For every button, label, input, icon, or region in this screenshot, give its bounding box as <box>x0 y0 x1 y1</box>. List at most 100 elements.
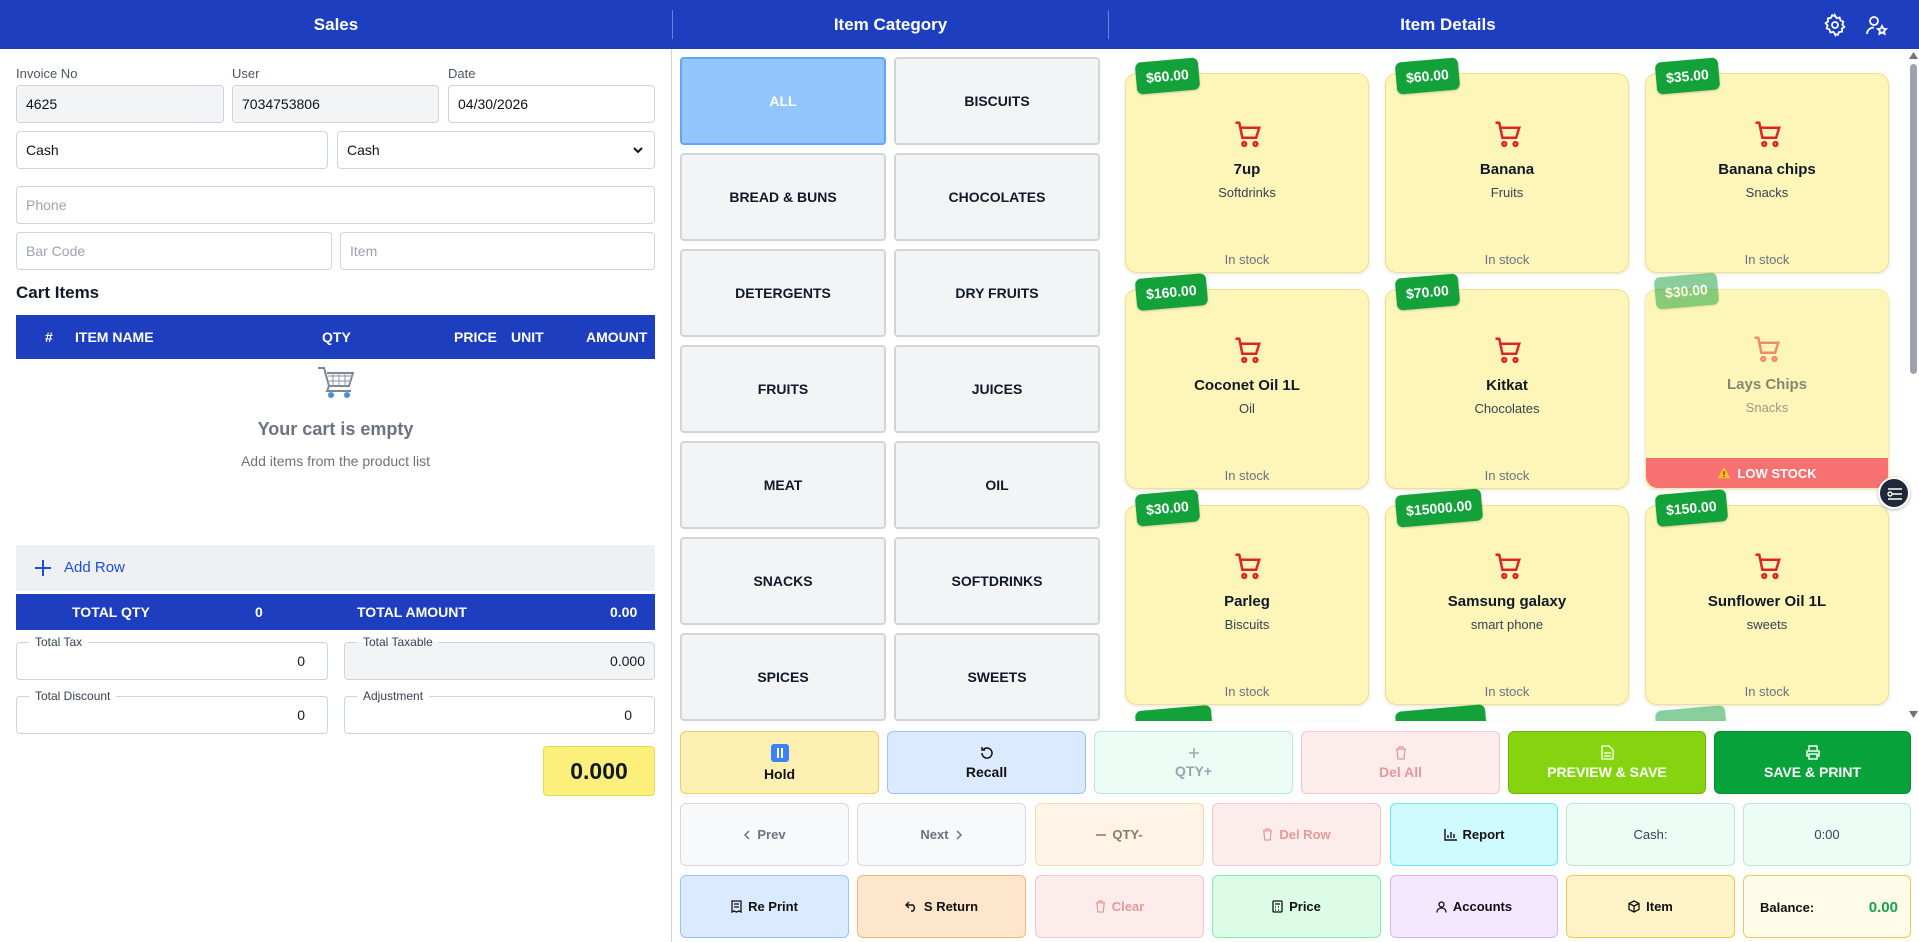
total-discount-field[interactable]: Total Discount 0 <box>16 689 328 734</box>
item-grid-scrollbar[interactable] <box>1908 52 1919 720</box>
balance-display: Balance: 0.00 <box>1743 875 1911 938</box>
category-sweets[interactable]: SWEETS <box>894 633 1100 721</box>
item-card-low-stock[interactable]: $30.00 Lays Chips Snacks LOW STOCK <box>1645 272 1889 489</box>
reprint-button[interactable]: Re Print <box>680 875 849 938</box>
invoice-field[interactable]: 4625 <box>16 85 224 123</box>
category-dry-fruits[interactable]: DRY FRUITS <box>894 249 1100 337</box>
gear-icon[interactable] <box>1823 13 1847 37</box>
del-row-button[interactable]: Del Row <box>1212 803 1381 866</box>
accounts-button[interactable]: Accounts <box>1390 875 1558 938</box>
scroll-down-icon[interactable] <box>1909 711 1918 718</box>
prev-button[interactable]: Prev <box>680 803 849 866</box>
report-button[interactable]: Report <box>1390 803 1558 866</box>
item-card[interactable]: $15000.00 Samsung galaxy smart phone In … <box>1385 488 1629 705</box>
user-field[interactable]: 7034753806 <box>232 85 439 123</box>
reprint-label: Re Print <box>748 899 798 914</box>
low-stock-banner: LOW STOCK <box>1646 458 1888 488</box>
item-card[interactable]: $160.00 Coconet Oil 1L Oil In stock <box>1125 272 1369 489</box>
total-qty-value: 0 <box>255 604 263 620</box>
filter-toggle-button[interactable] <box>1878 477 1910 509</box>
item-name: Banana <box>1479 161 1535 178</box>
category-snacks[interactable]: SNACKS <box>680 537 886 625</box>
category-biscuits[interactable]: BISCUITS <box>894 57 1100 145</box>
stock-status: In stock <box>1744 252 1790 267</box>
item-card[interactable]: $60.00 Banana Fruits In stock <box>1385 57 1629 273</box>
low-stock-label: LOW STOCK <box>1737 465 1817 481</box>
save-print-button[interactable]: SAVE & PRINT <box>1714 731 1911 794</box>
scroll-up-icon[interactable] <box>1909 52 1918 59</box>
item-card[interactable]: $70.00 Kitkat Chocolates In stock <box>1385 273 1629 489</box>
cart-icon <box>1495 553 1521 580</box>
qty-plus-button[interactable]: QTY+ <box>1094 731 1293 794</box>
col-price: PRICE <box>454 329 497 345</box>
faded-content: $30.00 Lays Chips Snacks <box>1645 272 1889 489</box>
item-button[interactable]: Item <box>1566 875 1735 938</box>
item-card[interactable]: $150.00 Sunflower Oil 1L sweets In stock <box>1645 488 1889 705</box>
add-row-button[interactable]: Add Row <box>16 545 655 591</box>
qty-minus-button[interactable]: QTY- <box>1035 803 1204 866</box>
preview-save-button[interactable]: PREVIEW & SAVE <box>1508 731 1706 794</box>
category-softdrinks[interactable]: SOFTDRINKS <box>894 537 1100 625</box>
stock-status: In stock <box>1224 684 1270 699</box>
item-category: Snacks <box>1745 400 1789 415</box>
recall-label: Recall <box>965 763 1008 780</box>
phone-input[interactable]: Phone <box>16 186 655 224</box>
item-card[interactable]: $60.00 7up Softdrinks In stock <box>1125 57 1369 273</box>
item-name: Sunflower Oil 1L <box>1707 593 1827 610</box>
cart-icon <box>1755 121 1781 148</box>
next-button[interactable]: Next <box>857 803 1026 866</box>
payment-select[interactable]: Cash <box>337 131 655 169</box>
price-button[interactable]: Price <box>1212 875 1381 938</box>
total-tax-field[interactable]: Total Tax 0 <box>16 635 328 680</box>
cart-icon <box>1495 121 1521 148</box>
stock-status: In stock <box>1744 684 1790 699</box>
recall-button[interactable]: Recall <box>887 731 1086 794</box>
category-meat[interactable]: MEAT <box>680 441 886 529</box>
category-all[interactable]: ALL <box>680 57 886 145</box>
clear-button[interactable]: Clear <box>1035 875 1204 938</box>
prev-label: Prev <box>757 827 786 842</box>
item-category: smart phone <box>1470 617 1544 632</box>
date-field[interactable]: 04/30/2026 <box>448 85 655 123</box>
del-all-button[interactable]: Del All <box>1301 731 1500 794</box>
item-name: 7up <box>1233 161 1261 178</box>
stock-status: In stock <box>1224 252 1270 267</box>
del-row-label: Del Row <box>1279 827 1331 842</box>
date-label: Date <box>448 66 476 81</box>
item-input[interactable]: Item <box>340 232 655 270</box>
invoice-label: Invoice No <box>16 66 78 81</box>
category-detergents[interactable]: DETERGENTS <box>680 249 886 337</box>
item-name: Samsung galaxy <box>1447 593 1567 610</box>
item-label: Item <box>1646 899 1673 914</box>
col-qty: QTY <box>322 329 351 345</box>
bar-chart-icon <box>1443 828 1457 841</box>
plus-icon <box>35 560 51 576</box>
user-star-icon[interactable] <box>1865 13 1889 37</box>
adjustment-label: Adjustment <box>357 689 430 703</box>
cash-display: Cash: <box>1566 803 1735 866</box>
hold-button[interactable]: Hold <box>680 731 879 794</box>
details-title: Item Details <box>1400 14 1496 34</box>
add-row-label: Add Row <box>64 559 125 576</box>
next-label: Next <box>920 827 949 842</box>
category-chocolates[interactable]: CHOCOLATES <box>894 153 1100 241</box>
warning-icon <box>1718 466 1731 479</box>
category-bread-buns[interactable]: BREAD & BUNS <box>680 153 886 241</box>
sales-return-button[interactable]: S Return <box>857 875 1026 938</box>
category-oil[interactable]: OIL <box>894 441 1100 529</box>
item-name: Banana chips <box>1718 161 1816 178</box>
header-divider <box>672 10 673 39</box>
barcode-input[interactable]: Bar Code <box>16 232 332 270</box>
del-all-label: Del All <box>1378 763 1423 780</box>
category-fruits[interactable]: FRUITS <box>680 345 886 433</box>
item-card[interactable]: $30.00 Parleg Biscuits In stock <box>1125 489 1369 705</box>
preview-save-label: PREVIEW & SAVE <box>1547 764 1667 780</box>
scrollbar-thumb[interactable] <box>1910 64 1917 374</box>
price-badge: $15000.00 <box>1394 488 1484 528</box>
item-card[interactable]: $35.00 Banana chips Snacks In stock <box>1645 57 1889 273</box>
category-spices[interactable]: SPICES <box>680 633 886 721</box>
adjustment-field[interactable]: Adjustment 0 <box>344 689 655 734</box>
payment-mode-field[interactable]: Cash <box>16 131 328 169</box>
accounts-label: Accounts <box>1452 899 1513 914</box>
category-juices[interactable]: JUICES <box>894 345 1100 433</box>
